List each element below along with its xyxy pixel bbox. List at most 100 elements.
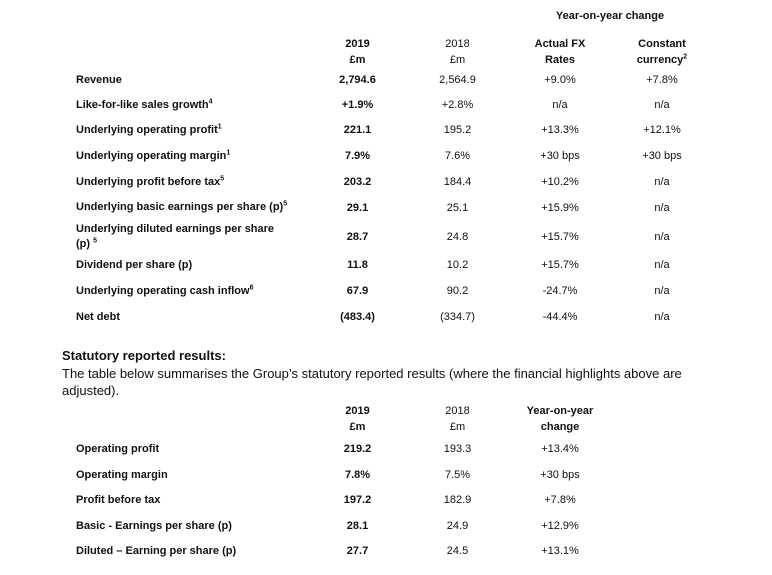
row-label: Underlying diluted earnings per share (p… <box>76 222 274 252</box>
value-actual-fx: +13.3% <box>541 124 579 136</box>
value-2019: 203.2 <box>343 176 372 188</box>
value-2018: 90.2 <box>446 285 469 297</box>
col-header-constant-line1: Constant <box>638 38 686 50</box>
row-label-text: Underlying diluted earnings per share <box>76 223 275 235</box>
col-header-2019: 2019 £m <box>310 36 405 68</box>
value-2018: 193.3 <box>443 443 472 455</box>
row-label-text: Underlying operating margin <box>76 150 227 162</box>
value-2019: 7.8% <box>344 469 371 481</box>
row-label-text: Underlying profit before tax <box>76 176 221 188</box>
row-label: Like-for-like sales growth4 <box>76 98 213 111</box>
col-header-yoy-line2: change <box>540 421 580 433</box>
value-2019: 28.7 <box>346 231 369 243</box>
value-2018: 2,564.9 <box>439 74 476 86</box>
value-2019: (483.4) <box>340 311 375 323</box>
value-2019: 67.9 <box>346 285 369 297</box>
row-label: Underlying operating margin1 <box>76 149 231 162</box>
row-label-text: Underlying operating profit <box>76 124 218 136</box>
col-header-constant-text: currency <box>636 54 684 66</box>
footnote-marker: 4 <box>208 98 213 106</box>
row-label: Underlying profit before tax5 <box>76 175 225 188</box>
col-header-constant: Constant currency2 <box>612 36 712 68</box>
row-label: Operating margin <box>76 469 168 481</box>
row-label-text: Underlying operating cash inflow <box>76 285 250 297</box>
row-label: Dividend per share (p) <box>76 259 192 271</box>
col-header-2018: 2018 £m <box>410 403 505 435</box>
value-2018: 182.9 <box>443 494 472 506</box>
col-header-yoy-line1: Year-on-year <box>526 405 594 417</box>
row-label-text: Dividend per share (p) <box>76 259 193 271</box>
col-header-2019-year: 2019 <box>345 38 370 50</box>
value-2018: 25.1 <box>446 202 469 214</box>
value-2018: 24.5 <box>446 545 469 557</box>
row-label: Underlying operating profit1 <box>76 123 222 136</box>
value-constant: n/a <box>654 311 670 323</box>
row-label-text: Revenue <box>76 74 122 86</box>
value-2019: 29.1 <box>346 202 369 214</box>
value-2018: (334.7) <box>440 311 475 323</box>
value-2019: 27.7 <box>346 545 369 557</box>
section-title: Statutory reported results: <box>62 348 226 363</box>
value-2018: 7.5% <box>444 469 471 481</box>
value-2018: 24.9 <box>446 520 469 532</box>
value-change: +13.1% <box>541 545 579 557</box>
footnote-marker: 2 <box>683 53 688 61</box>
row-label-text-line2: (p) <box>76 238 91 250</box>
value-2019: 219.2 <box>343 443 372 455</box>
col-header-actual-fx-line2: Rates <box>545 54 575 66</box>
value-actual-fx: +15.7% <box>541 259 579 271</box>
value-actual-fx: +15.7% <box>541 231 579 243</box>
value-change: +30 bps <box>540 469 580 481</box>
value-actual-fx: +10.2% <box>541 176 579 188</box>
value-2019: 2,794.6 <box>339 74 376 86</box>
col-header-2018-unit: £m <box>449 421 466 433</box>
yoy-change-header: Year-on-year change <box>555 10 665 22</box>
footnote-marker: 5 <box>220 175 225 183</box>
row-label: Profit before tax <box>76 494 161 506</box>
value-constant: +7.8% <box>646 74 678 86</box>
row-label: Net debt <box>76 311 120 323</box>
value-change: +13.4% <box>541 443 579 455</box>
value-actual-fx: n/a <box>552 99 568 111</box>
value-2019: 197.2 <box>343 494 372 506</box>
col-header-actual-fx: Actual FX Rates <box>510 36 610 68</box>
value-2018: 24.8 <box>446 231 469 243</box>
col-header-yoy-change: Year-on-year change <box>510 403 610 435</box>
value-actual-fx: +15.9% <box>541 202 579 214</box>
value-constant: n/a <box>654 285 670 297</box>
value-constant: +12.1% <box>643 124 681 136</box>
row-label-text: Like-for-like sales growth <box>76 99 209 111</box>
row-label: Revenue <box>76 74 122 86</box>
col-header-actual-fx-line1: Actual FX <box>534 38 586 50</box>
value-2018: 195.2 <box>443 124 472 136</box>
value-actual-fx: -44.4% <box>542 311 578 323</box>
value-constant: n/a <box>654 202 670 214</box>
row-label: Operating profit <box>76 443 160 455</box>
row-label: Basic - Earnings per share (p) <box>76 520 232 532</box>
col-header-2019-unit: £m <box>349 421 366 433</box>
value-actual-fx: +30 bps <box>540 150 580 162</box>
footnote-marker: 1 <box>226 149 231 157</box>
value-2018: 10.2 <box>446 259 469 271</box>
footnote-marker: 5 <box>93 237 98 245</box>
col-header-2019-unit: £m <box>349 54 366 66</box>
value-2019: 11.8 <box>347 259 368 271</box>
row-label-continued: (p) 5 <box>76 237 274 252</box>
value-constant: +30 bps <box>642 150 682 162</box>
value-actual-fx: +9.0% <box>544 74 576 86</box>
value-2019: 7.9% <box>344 150 371 162</box>
value-change: +7.8% <box>544 494 576 506</box>
col-header-2018: 2018 £m <box>410 36 505 68</box>
col-header-2018-unit: £m <box>449 54 466 66</box>
footnote-marker: 1 <box>217 123 222 131</box>
value-constant: n/a <box>654 176 670 188</box>
value-constant: n/a <box>654 231 670 243</box>
row-label: Underlying operating cash inflow6 <box>76 284 253 297</box>
value-2018: 184.4 <box>443 176 472 188</box>
row-label: Diluted – Earning per share (p) <box>76 545 237 557</box>
row-label-text: Net debt <box>76 311 120 323</box>
value-change: +12.9% <box>541 520 579 532</box>
value-2018: +2.8% <box>441 99 474 111</box>
row-label: Underlying basic earnings per share (p)5 <box>76 200 287 213</box>
value-2019: 221.1 <box>343 124 372 136</box>
